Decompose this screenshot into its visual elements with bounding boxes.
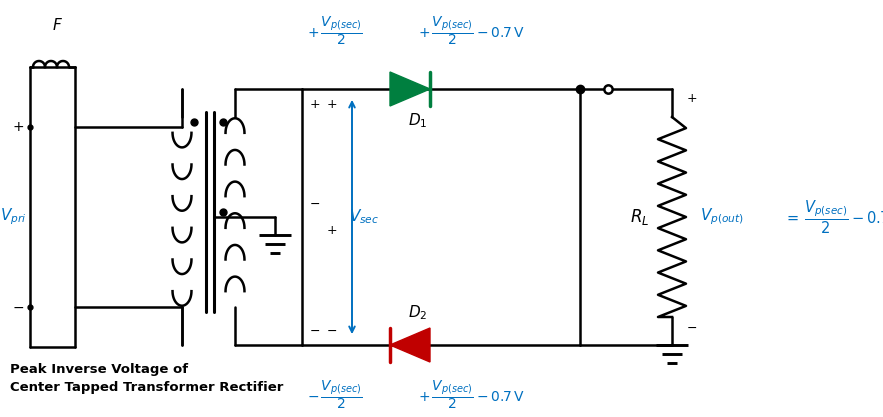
Text: $+$: $+$	[327, 224, 337, 238]
Text: $V_{p(out)}$: $V_{p(out)}$	[700, 207, 744, 227]
Text: $-$: $-$	[309, 324, 321, 337]
Text: $-$: $-$	[309, 196, 321, 209]
Text: $F$: $F$	[52, 17, 63, 33]
Text: $V_{sec}$: $V_{sec}$	[349, 208, 379, 226]
Text: $-$: $-$	[327, 324, 337, 337]
Text: $+$: $+$	[309, 98, 321, 111]
Text: $-$: $-$	[686, 321, 698, 334]
Polygon shape	[390, 328, 430, 362]
Text: $+\,\dfrac{V_{p(sec)}}{2}$: $+\,\dfrac{V_{p(sec)}}{2}$	[307, 15, 363, 48]
Text: $+$: $+$	[327, 98, 337, 111]
Text: $-\,\dfrac{V_{p(sec)}}{2}$: $-\,\dfrac{V_{p(sec)}}{2}$	[307, 379, 363, 412]
Text: $-$: $-$	[12, 300, 24, 314]
Text: $+\,\dfrac{V_{p(sec)}}{2} - 0.7\,\mathrm{V}$: $+\,\dfrac{V_{p(sec)}}{2} - 0.7\,\mathrm…	[419, 15, 525, 48]
Text: Peak Inverse Voltage of
Center Tapped Transformer Rectifier: Peak Inverse Voltage of Center Tapped Tr…	[10, 364, 283, 394]
Text: $D_1$: $D_1$	[408, 112, 427, 131]
Text: $+$: $+$	[12, 120, 24, 134]
Text: $+\,\dfrac{V_{p(sec)}}{2} - 0.7\,\mathrm{V}$: $+\,\dfrac{V_{p(sec)}}{2} - 0.7\,\mathrm…	[419, 379, 525, 412]
Text: $=\,\dfrac{V_{p(sec)}}{2} - 0.7\,\mathrm{V}$: $=\,\dfrac{V_{p(sec)}}{2} - 0.7\,\mathrm…	[784, 198, 883, 236]
Text: $+$: $+$	[686, 93, 698, 106]
Text: $D_2$: $D_2$	[408, 304, 427, 322]
Polygon shape	[390, 72, 430, 106]
Text: $V_{pri}$: $V_{pri}$	[0, 207, 26, 227]
Text: $R_L$: $R_L$	[630, 207, 650, 227]
